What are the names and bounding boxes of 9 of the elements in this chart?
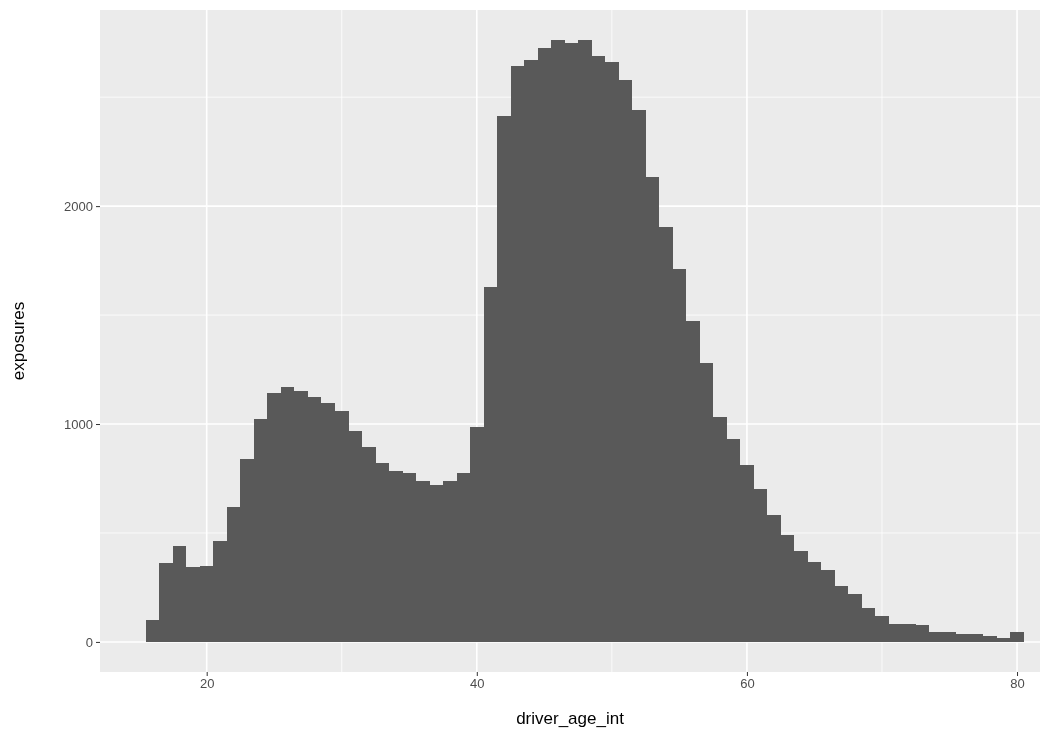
y-axis-title: exposures	[9, 301, 28, 381]
y-tick-label: 0	[85, 634, 93, 650]
y-tick-label: 1000	[64, 416, 93, 432]
x-tick-label: 20	[199, 676, 215, 692]
y-tick-label: 2000	[64, 198, 93, 214]
x-tick-label: 80	[1010, 676, 1025, 692]
x-tick-label: 40	[470, 676, 485, 692]
x-tick-label: 60	[740, 676, 755, 692]
x-axis-title: driver_age_int	[516, 709, 625, 728]
